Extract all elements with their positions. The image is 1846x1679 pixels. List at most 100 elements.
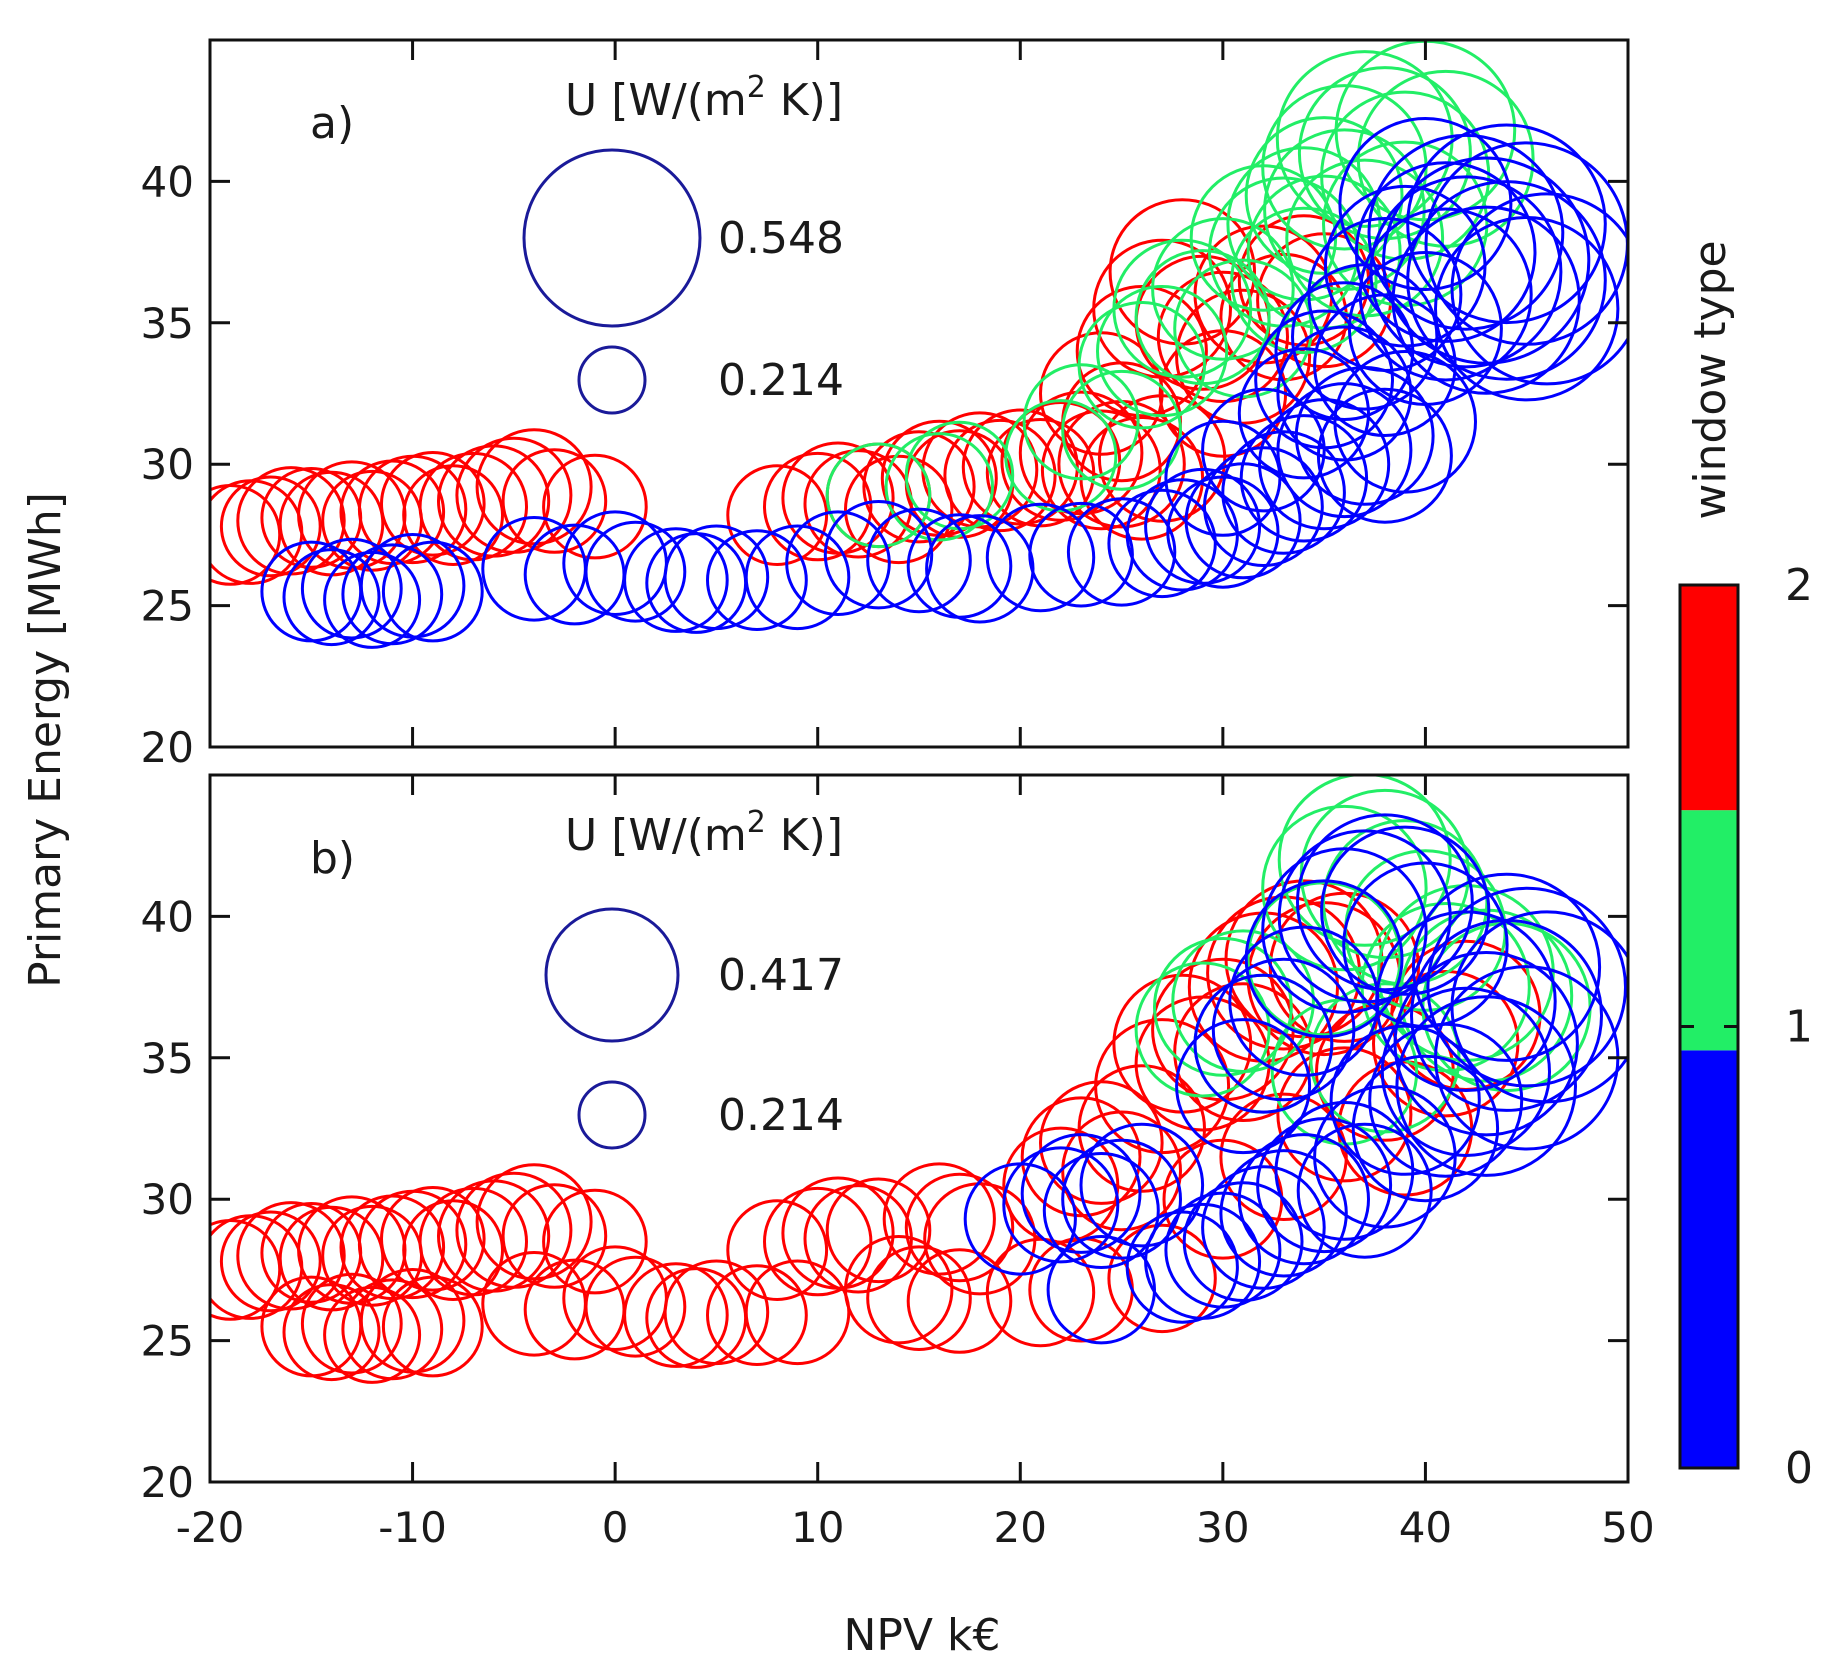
data-point xyxy=(1061,1110,1182,1232)
data-point xyxy=(1020,1133,1142,1254)
data-point xyxy=(1230,206,1378,355)
y-tick-label: 30 xyxy=(141,1175,194,1224)
data-point xyxy=(866,507,972,614)
data-point xyxy=(1274,1101,1415,1241)
data-point xyxy=(763,451,873,562)
data-point xyxy=(1022,363,1140,481)
data-point xyxy=(1237,214,1371,347)
scatter-points-a xyxy=(210,40,1628,649)
data-point xyxy=(884,432,994,542)
data-point xyxy=(1046,1235,1157,1345)
size-legend-title: U [W/(m2 K)] xyxy=(565,70,843,126)
data-point xyxy=(1246,881,1402,1037)
panel-label: a) xyxy=(310,98,354,149)
colorbar-band xyxy=(1680,810,1738,1051)
data-point xyxy=(1406,123,1607,325)
data-point xyxy=(1367,133,1565,331)
data-point xyxy=(1277,829,1452,1004)
size-legend-marker xyxy=(577,345,647,415)
data-point xyxy=(1002,1146,1120,1264)
y-tick-label: 40 xyxy=(141,892,194,941)
data-point xyxy=(1153,937,1293,1077)
data-point xyxy=(866,1245,972,1351)
data-point xyxy=(726,464,829,566)
data-point xyxy=(1221,430,1346,555)
data-point xyxy=(985,502,1096,613)
plot-frame-a xyxy=(208,38,1630,749)
data-point xyxy=(706,529,808,631)
data-point xyxy=(542,1188,648,1295)
x-tick-label: 40 xyxy=(1399,1503,1452,1552)
plot-frame-b xyxy=(208,773,1630,1484)
data-point xyxy=(1263,128,1426,291)
size-legend-title: U [W/(m2 K)] xyxy=(565,805,843,861)
data-point xyxy=(219,475,322,578)
data-point xyxy=(1061,369,1182,491)
data-point xyxy=(1261,847,1428,1014)
data-point xyxy=(1369,175,1563,369)
data-point xyxy=(1351,1054,1500,1203)
data-point xyxy=(1393,950,1579,1137)
colorbar-label: window type xyxy=(1685,240,1736,519)
data-point xyxy=(1411,872,1602,1062)
y-tick-label: 25 xyxy=(141,1317,194,1366)
data-point xyxy=(1356,69,1535,248)
data-point xyxy=(1166,475,1280,589)
data-point xyxy=(236,466,346,576)
data-point xyxy=(844,1235,954,1345)
data-point xyxy=(1338,117,1513,291)
data-point xyxy=(904,1172,1015,1283)
data-point xyxy=(985,1237,1096,1348)
data-point xyxy=(523,523,626,626)
x-tick-label: 30 xyxy=(1196,1503,1249,1552)
size-legend-marker xyxy=(522,148,702,328)
data-point xyxy=(1320,825,1491,996)
x-tick-label: 0 xyxy=(602,1503,629,1552)
data-point xyxy=(1296,813,1474,992)
data-point xyxy=(943,418,1057,533)
scatter-points-b xyxy=(210,775,1628,1384)
data-point xyxy=(1274,281,1415,422)
data-point xyxy=(1322,140,1489,307)
data-point xyxy=(825,442,932,549)
data-point xyxy=(1151,217,1295,361)
data-point xyxy=(1450,192,1628,386)
colorbar-tick-label: 0 xyxy=(1785,1443,1813,1494)
size-legend-label: 0.214 xyxy=(718,355,844,406)
data-point xyxy=(1028,501,1134,608)
data-point xyxy=(1237,1133,1371,1266)
data-point xyxy=(1276,1046,1413,1183)
data-point xyxy=(906,1248,1013,1354)
data-point xyxy=(1203,446,1324,568)
data-point xyxy=(341,1278,444,1381)
data-point xyxy=(1368,1022,1524,1178)
data-point xyxy=(219,1210,322,1313)
data-point xyxy=(1175,1018,1312,1155)
data-point xyxy=(236,1201,346,1311)
data-point xyxy=(1244,116,1404,275)
data-point xyxy=(542,453,648,560)
data-point xyxy=(1254,309,1394,450)
data-point xyxy=(1219,1149,1348,1278)
data-point xyxy=(663,1259,770,1366)
data-point xyxy=(763,1186,873,1297)
data-point xyxy=(1134,961,1271,1098)
data-point xyxy=(282,548,381,647)
data-point xyxy=(455,436,573,554)
data-point xyxy=(663,524,770,631)
size-legend-label: 0.214 xyxy=(718,1090,844,1141)
data-point xyxy=(1061,1138,1182,1260)
colorbar-tick-label: 2 xyxy=(1785,560,1813,611)
data-point xyxy=(1426,886,1627,1088)
data-point xyxy=(300,537,403,640)
data-point xyxy=(1004,399,1118,513)
data-point xyxy=(1193,973,1334,1114)
data-point xyxy=(455,1171,573,1289)
data-point xyxy=(744,524,851,631)
panel-a: 20 25 30 35 40 a) U [W/(m2 K)] 0.548 0.214 xyxy=(141,38,1630,772)
colorbar-tick-label: 1 xyxy=(1785,1002,1813,1053)
size-legend-marker xyxy=(577,1080,647,1150)
data-point xyxy=(1201,387,1326,513)
data-point xyxy=(823,500,934,610)
